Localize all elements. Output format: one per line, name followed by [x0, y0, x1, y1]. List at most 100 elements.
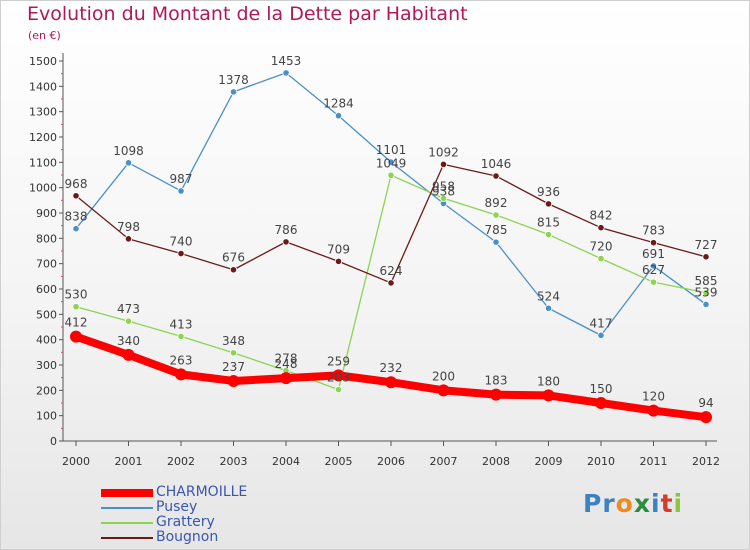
data-label-pusey: 1101 — [376, 143, 407, 157]
data-point-bougnon — [177, 249, 185, 258]
data-label-grattery: 413 — [170, 317, 193, 331]
data-label-grattery: 585 — [695, 274, 718, 288]
data-point-charmoille — [490, 388, 502, 401]
data-label-charmoille: 340 — [117, 334, 140, 348]
data-point-charmoille — [70, 330, 82, 343]
data-point-grattery — [597, 255, 605, 263]
y-tick-label: 1100 — [29, 156, 57, 169]
x-tick-label: 2008 — [482, 455, 510, 468]
data-point-pusey — [492, 238, 500, 246]
x-tick-label: 2002 — [167, 455, 195, 468]
data-label-bougnon: 1046 — [481, 157, 512, 171]
data-label-grattery: 815 — [537, 216, 560, 230]
data-label-bougnon: 936 — [537, 185, 560, 199]
data-label-charmoille: 259 — [327, 354, 350, 368]
y-tick-label: 700 — [36, 258, 57, 271]
data-point-charmoille — [700, 411, 712, 424]
data-point-bougnon — [387, 279, 395, 287]
data-label-charmoille: 94 — [698, 396, 713, 410]
legend-item-grattery: Grattery — [101, 515, 247, 530]
data-label-pusey: 938 — [432, 184, 455, 198]
data-label-charmoille: 200 — [432, 369, 455, 383]
y-tick-label: 1400 — [29, 80, 57, 93]
data-point-pusey — [649, 262, 658, 270]
legend-label-bougnon: Bougnon — [156, 529, 219, 545]
data-point-bougnon — [334, 257, 343, 265]
data-point-bougnon — [492, 172, 500, 180]
data-label-charmoille: 150 — [590, 382, 613, 396]
data-label-pusey: 1378 — [218, 73, 249, 87]
data-label-charmoille: 180 — [537, 374, 560, 388]
data-label-pusey: 1453 — [271, 54, 302, 68]
legend-label-grattery: Grattery — [156, 514, 215, 530]
data-label-charmoille: 248 — [275, 357, 298, 371]
chart-axes: 0 100 200 300 400 500 600 700 800 900 1000 1100 1200… — [29, 53, 720, 468]
data-point-bougnon — [597, 224, 605, 232]
data-label-pusey: 691 — [642, 247, 665, 261]
x-tick-label: 2005 — [325, 455, 353, 468]
data-point-charmoille — [385, 376, 397, 389]
data-label-charmoille: 232 — [380, 361, 403, 375]
data-point-bougnon — [72, 192, 80, 200]
legend: CHARMOILLE Pusey Grattery Bougnon — [101, 485, 247, 545]
data-label-charmoille: 183 — [485, 374, 508, 388]
brand-letter: t — [660, 489, 674, 518]
data-label-bougnon: 783 — [642, 224, 665, 238]
data-point-grattery — [177, 332, 185, 340]
chart-title: Evolution du Montant de la Dette par Hab… — [27, 3, 468, 25]
brand-logo: Proxiti — [583, 489, 683, 518]
brand-letter: P — [583, 489, 603, 518]
data-label-grattery: 958 — [432, 179, 455, 193]
data-point-pusey — [597, 331, 605, 339]
data-point-pusey — [334, 112, 343, 120]
data-label-bougnon: 676 — [222, 251, 245, 265]
data-point-charmoille — [332, 369, 345, 382]
legend-label-pusey: Pusey — [156, 499, 198, 515]
brand-letter: i — [651, 489, 661, 518]
x-tick-label: 2000 — [62, 455, 90, 468]
x-tick-label: 2001 — [115, 455, 143, 468]
data-label-charmoille: 120 — [642, 390, 665, 404]
data-point-grattery — [387, 171, 395, 179]
data-point-grattery — [492, 211, 500, 219]
data-point-bougnon — [702, 253, 710, 261]
data-point-charmoille — [595, 397, 607, 409]
y-tick-label: 400 — [36, 334, 57, 347]
brand-letter: o — [615, 489, 634, 518]
data-label-grattery: 278 — [275, 352, 298, 366]
data-label-grattery: 627 — [642, 263, 665, 277]
data-point-grattery — [702, 289, 710, 297]
data-label-bougnon: 740 — [170, 235, 193, 249]
data-point-pusey — [177, 187, 185, 195]
data-label-pusey: 1284 — [323, 97, 354, 111]
data-label-pusey: 417 — [590, 316, 613, 330]
data-point-bougnon — [439, 160, 448, 168]
data-label-bougnon: 786 — [275, 223, 298, 237]
x-tick-label: 2004 — [272, 455, 300, 468]
brand-letter: i — [673, 489, 684, 518]
data-point-bougnon — [282, 238, 290, 246]
data-point-charmoille — [542, 389, 555, 402]
data-label-grattery: 892 — [485, 196, 508, 210]
data-label-grattery: 530 — [65, 288, 88, 302]
data-point-pusey — [229, 88, 238, 96]
data-label-bougnon: 798 — [117, 220, 140, 234]
data-label-pusey: 524 — [537, 289, 560, 303]
series-layer — [70, 69, 712, 424]
data-label-bougnon: 842 — [590, 209, 613, 223]
data-point-charmoille — [647, 404, 660, 417]
y-tick-label: 600 — [36, 283, 57, 296]
brand-letter: x — [633, 489, 651, 518]
series-line-pusey — [75, 72, 707, 337]
data-point-grattery — [439, 194, 448, 202]
data-point-charmoille — [227, 374, 240, 387]
data-label-bougnon: 968 — [65, 177, 88, 191]
data-point-pusey — [124, 159, 133, 167]
data-point-pusey — [282, 69, 290, 77]
legend-item-bougnon: Bougnon — [101, 530, 247, 545]
x-tick-label: 2010 — [587, 455, 615, 468]
legend-swatch-bougnon — [101, 536, 153, 539]
data-label-charmoille: 263 — [170, 353, 193, 367]
x-tick-label: 2012 — [692, 455, 720, 468]
